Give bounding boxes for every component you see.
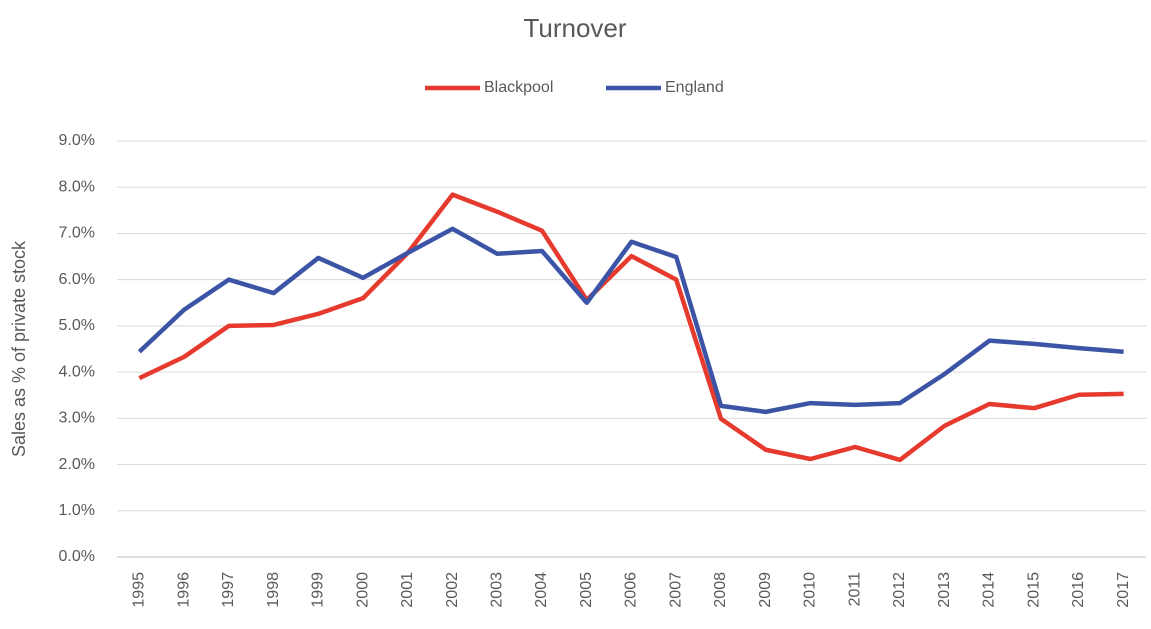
x-tick-label: 2006 [623,572,640,608]
x-tick-label: 2008 [712,572,729,608]
y-tick-label: 5.0% [59,317,95,334]
x-tick-label: 1998 [265,572,282,608]
x-tick-label: 2000 [354,572,371,608]
x-tick-label: 2017 [1115,572,1132,608]
y-tick-label: 0.0% [59,548,95,565]
x-tick-label: 2010 [802,572,819,608]
x-tick-label: 1997 [220,572,237,608]
x-tick-label: 2002 [444,572,461,608]
chart-title: Turnover [523,13,626,43]
x-tick-label: 2003 [489,572,506,608]
y-tick-label: 7.0% [59,225,95,242]
x-tick-label: 1996 [175,572,192,608]
legend-label: Blackpool [484,79,553,96]
x-tick-label: 2015 [1025,572,1042,608]
x-tick-label: 1999 [310,572,327,608]
y-tick-label: 9.0% [59,132,95,149]
y-axis-label: Sales as % of private stock [9,240,29,457]
x-tick-label: 2011 [846,572,863,607]
y-tick-label: 2.0% [59,456,95,473]
x-tick-label: 2001 [399,572,416,608]
x-tick-label: 2009 [757,572,774,608]
y-tick-label: 6.0% [59,271,95,288]
line-series [138,192,1124,463]
line-series [137,226,1124,415]
y-tick-label: 3.0% [59,410,95,427]
y-tick-label: 1.0% [59,502,95,519]
legend-label: England [665,79,724,96]
x-tick-label: 1995 [131,572,148,608]
y-tick-label: 8.0% [59,178,95,195]
x-tick-label: 2007 [667,572,684,608]
y-tick-label: 4.0% [59,363,95,380]
x-tick-label: 2005 [578,572,595,608]
x-tick-label: 2012 [891,572,908,608]
x-tick-label: 2004 [533,572,550,608]
x-tick-label: 2013 [936,572,953,608]
x-tick-label: 2014 [981,572,998,608]
x-tick-label: 2016 [1070,572,1087,608]
